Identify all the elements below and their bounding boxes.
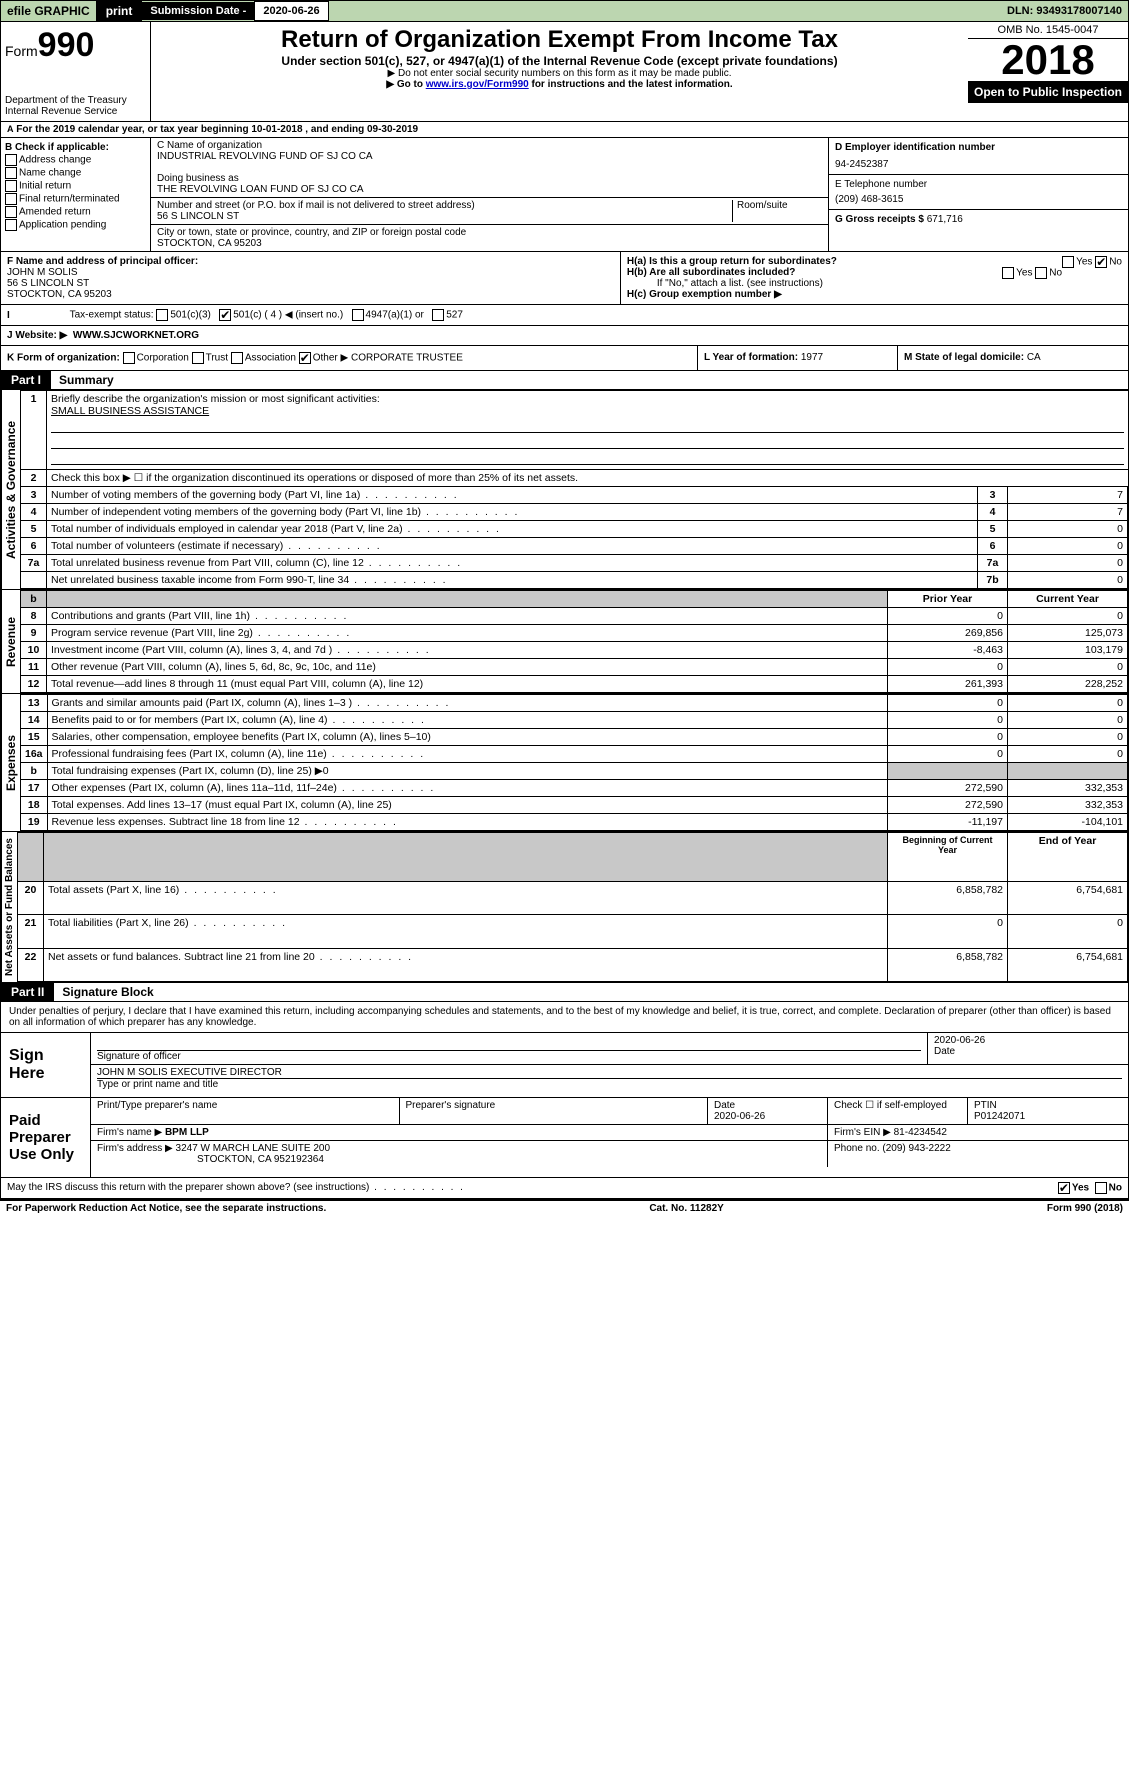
chk-application-pending[interactable]: Application pending — [5, 219, 146, 231]
sign-here: Sign Here Signature of officer 2020-06-2… — [0, 1033, 1129, 1098]
h-c: H(c) Group exemption number ▶ — [627, 289, 1122, 300]
street: 56 S LINCOLN ST — [157, 211, 732, 222]
table-row: 3Number of voting members of the governi… — [21, 487, 1128, 504]
website-url: WWW.SJCWORKNET.ORG — [73, 330, 199, 341]
efile-label: efile GRAPHIC — [1, 2, 96, 20]
table-row: 18Total expenses. Add lines 13–17 (must … — [21, 797, 1128, 814]
box-f-label: F Name and address of principal officer: — [7, 256, 614, 267]
street-label: Number and street (or P.O. box if mail i… — [157, 200, 732, 211]
tax-period: A For the 2019 calendar year, or tax yea… — [0, 122, 1129, 138]
prep-self-employed: Check ☐ if self-employed — [828, 1098, 968, 1125]
gross-receipts: 671,716 — [927, 214, 963, 225]
top-bar: efile GRAPHIC print Submission Date - 20… — [0, 0, 1129, 22]
box-g-label: G Gross receipts $ — [835, 214, 924, 225]
city-label: City or town, state or province, country… — [157, 227, 822, 238]
print-button[interactable]: print — [96, 1, 143, 21]
dln: DLN: 93493178007140 — [1001, 3, 1128, 19]
city: STOCKTON, CA 95203 — [157, 238, 822, 249]
table-row: 9Program service revenue (Part VIII, lin… — [21, 625, 1128, 642]
instructions-link[interactable]: www.irs.gov/Form990 — [426, 79, 529, 90]
ein: 94-2452387 — [835, 159, 1122, 170]
prep-sig-label: Preparer's signature — [400, 1098, 709, 1125]
part1-expenses: Expenses 13Grants and similar amounts pa… — [0, 694, 1129, 832]
form-title: Return of Organization Exempt From Incom… — [155, 26, 964, 54]
officer-city: STOCKTON, CA 95203 — [7, 289, 614, 300]
h-b-note: If "No," attach a list. (see instruction… — [627, 278, 1122, 289]
org-name: INDUSTRIAL REVOLVING FUND OF SJ CO CA — [157, 151, 822, 162]
vtab-revenue: Revenue — [1, 590, 20, 693]
dba-name: THE REVOLVING LOAN FUND OF SJ CO CA — [157, 184, 822, 195]
h-b: H(b) Are all subordinates included? Yes … — [627, 267, 1122, 278]
entity-info: B Check if applicable: Address change Na… — [0, 138, 1129, 252]
chk-final-return[interactable]: Final return/terminated — [5, 193, 146, 205]
table-row: 7aTotal unrelated business revenue from … — [21, 555, 1128, 572]
form-header: Form990 Department of the Treasury Inter… — [0, 22, 1129, 122]
table-row: 22Net assets or fund balances. Subtract … — [18, 948, 1128, 981]
paid-preparer: Paid Preparer Use Only Print/Type prepar… — [0, 1098, 1129, 1178]
tax-year: 2018 — [968, 39, 1128, 81]
instructions-link-line: ▶ Go to www.irs.gov/Form990 for instruct… — [155, 79, 964, 90]
part1-revenue: Revenue bPrior YearCurrent Year 8Contrib… — [0, 590, 1129, 694]
table-row: bTotal fundraising expenses (Part IX, co… — [21, 763, 1128, 780]
submission-date: 2020-06-26 — [254, 1, 328, 21]
chk-address-change[interactable]: Address change — [5, 154, 146, 166]
officer-group-info: F Name and address of principal officer:… — [0, 252, 1129, 305]
table-row: Net unrelated business taxable income fr… — [21, 572, 1128, 589]
h-a: H(a) Is this a group return for subordin… — [627, 256, 1122, 267]
vtab-netassets: Net Assets or Fund Balances — [1, 832, 17, 982]
ssn-warning: ▶ Do not enter social security numbers o… — [155, 68, 964, 79]
officer-name: JOHN M SOLIS — [7, 267, 614, 278]
box-b-label: B Check if applicable: — [5, 142, 146, 153]
table-row: 8Contributions and grants (Part VIII, li… — [21, 608, 1128, 625]
website-row: J Website: ▶ WWW.SJCWORKNET.ORG — [0, 326, 1129, 346]
prep-date: Date2020-06-26 — [708, 1098, 828, 1125]
form-footer: Form 990 (2018) — [1047, 1203, 1123, 1214]
table-row: 4Number of independent voting members of… — [21, 504, 1128, 521]
open-to-public: Open to Public Inspection — [968, 81, 1128, 103]
k-l-m-row: K Form of organization: Corporation Trus… — [0, 346, 1129, 371]
officer-street: 56 S LINCOLN ST — [7, 278, 614, 289]
dept-treasury: Department of the Treasury Internal Reve… — [5, 95, 146, 117]
part1-governance: Activities & Governance 1 Briefly descri… — [0, 390, 1129, 590]
table-row: 16aProfessional fundraising fees (Part I… — [21, 746, 1128, 763]
prep-ptin: PTINP01242071 — [968, 1098, 1128, 1125]
tax-status-row: I Tax-exempt status: 501(c)(3) ✔501(c) (… — [0, 305, 1129, 326]
table-row: 15Salaries, other compensation, employee… — [21, 729, 1128, 746]
mission: SMALL BUSINESS ASSISTANCE — [51, 405, 209, 417]
phone: (209) 468-3615 — [835, 194, 1122, 205]
part1-header: Part I Summary — [0, 371, 1129, 390]
table-row: 5Total number of individuals employed in… — [21, 521, 1128, 538]
box-c-label: C Name of organization — [157, 140, 822, 151]
table-row: 13Grants and similar amounts paid (Part … — [21, 695, 1128, 712]
dba-label: Doing business as — [157, 173, 822, 184]
part1-netassets: Net Assets or Fund Balances Beginning of… — [0, 832, 1129, 983]
part2-header: Part II Signature Block — [0, 983, 1129, 1002]
vtab-governance: Activities & Governance — [1, 390, 20, 589]
box-e-label: E Telephone number — [835, 179, 1122, 190]
form-number: Form990 — [5, 26, 146, 65]
table-row: 11Other revenue (Part VIII, column (A), … — [21, 659, 1128, 676]
vtab-expenses: Expenses — [1, 694, 20, 831]
line2: Check this box ▶ ☐ if the organization d… — [47, 470, 1128, 487]
table-row: 17Other expenses (Part IX, column (A), l… — [21, 780, 1128, 797]
table-row: 20Total assets (Part X, line 16)6,858,78… — [18, 882, 1128, 915]
table-row: 6Total number of volunteers (estimate if… — [21, 538, 1128, 555]
perjury-statement: Under penalties of perjury, I declare th… — [0, 1002, 1129, 1033]
table-row: 14Benefits paid to or for members (Part … — [21, 712, 1128, 729]
officer-signature-name: JOHN M SOLIS EXECUTIVE DIRECTOR — [97, 1067, 1122, 1079]
table-row: 21Total liabilities (Part X, line 26)00 — [18, 915, 1128, 948]
form-subtitle: Under section 501(c), 527, or 4947(a)(1)… — [155, 54, 964, 68]
box-d-label: D Employer identification number — [835, 142, 1122, 153]
chk-initial-return[interactable]: Initial return — [5, 180, 146, 192]
paperwork-notice: For Paperwork Reduction Act Notice, see … — [0, 1199, 1129, 1216]
prep-name-label: Print/Type preparer's name — [91, 1098, 400, 1125]
table-row: 19Revenue less expenses. Subtract line 1… — [21, 814, 1128, 831]
chk-amended-return[interactable]: Amended return — [5, 206, 146, 218]
table-row: 10Investment income (Part VIII, column (… — [21, 642, 1128, 659]
chk-name-change[interactable]: Name change — [5, 167, 146, 179]
discuss-row: May the IRS discuss this return with the… — [0, 1178, 1129, 1199]
submission-date-label: Submission Date - — [142, 2, 254, 20]
table-row: 12Total revenue—add lines 8 through 11 (… — [21, 676, 1128, 693]
room-suite-label: Room/suite — [732, 200, 822, 222]
